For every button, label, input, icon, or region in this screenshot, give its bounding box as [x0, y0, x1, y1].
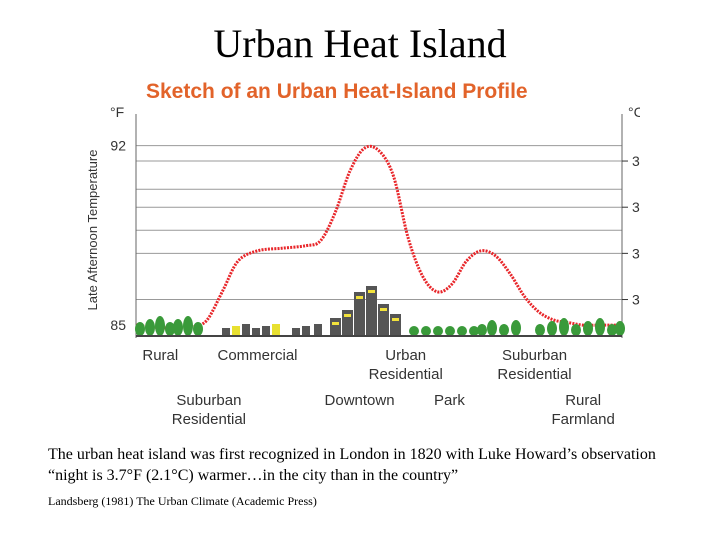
- tree-icon: [607, 324, 617, 336]
- tree-icon: [571, 324, 581, 336]
- building-icon: [330, 318, 341, 336]
- region-label: Urban: [385, 347, 426, 364]
- y-tick-label-right: 33: [632, 153, 640, 169]
- tree-icon: [193, 322, 203, 336]
- tree-icon: [615, 321, 625, 336]
- house-icon: [314, 324, 322, 336]
- temperature-curve: [135, 144, 622, 330]
- house-icon: [222, 328, 230, 336]
- tree-icon: [595, 318, 605, 336]
- building-icon: [390, 314, 401, 336]
- building-window: [356, 296, 363, 299]
- region-label: Residential: [369, 366, 443, 383]
- building-icon: [366, 286, 377, 336]
- region-label: Suburban: [502, 347, 567, 364]
- tree-icon: [477, 324, 487, 336]
- tree-icon: [535, 324, 545, 336]
- y-axis-label: Late Afternoon Temperature: [85, 150, 100, 311]
- tree-icon: [511, 320, 521, 336]
- region-label: Suburban: [176, 392, 241, 409]
- y-unit-right: °C: [628, 104, 640, 120]
- tree-icon: [421, 326, 431, 336]
- building-window: [344, 314, 351, 317]
- building-icon: [354, 292, 365, 336]
- tree-icon: [547, 321, 557, 336]
- y-tick-label-right: 30: [632, 292, 640, 308]
- house-icon: [242, 324, 250, 336]
- tree-icon: [183, 316, 193, 336]
- building-icon: [378, 304, 389, 336]
- tree-icon: [173, 319, 183, 336]
- y-tick-label-right: 32: [632, 199, 640, 215]
- house-icon: [262, 326, 270, 336]
- tree-icon: [433, 326, 443, 336]
- tree-icon: [165, 322, 175, 336]
- y-tick-label-left: 92: [110, 138, 126, 154]
- house-icon: [232, 326, 240, 336]
- source-citation: Landsberg (1981) The Urban Climate (Acad…: [48, 494, 317, 508]
- tree-icon: [469, 326, 479, 336]
- region-label: Farmland: [551, 411, 614, 428]
- region-label: Residential: [172, 411, 246, 428]
- tree-icon: [457, 326, 467, 336]
- y-tick-label-left: 85: [110, 317, 126, 333]
- tree-icon: [409, 326, 419, 336]
- region-label: Residential: [497, 366, 571, 383]
- heat-island-figure: Sketch of an Urban Heat-Island Profile °F…: [85, 80, 640, 428]
- y-unit-left: °F: [110, 104, 124, 120]
- y-tick-label-right: 31: [632, 245, 640, 261]
- chart-title: Sketch of an Urban Heat-Island Profile: [146, 80, 528, 103]
- region-label: Downtown: [325, 392, 395, 409]
- region-label: Park: [434, 392, 465, 409]
- tree-icon: [155, 316, 165, 336]
- house-icon: [292, 328, 300, 336]
- building-window: [392, 318, 399, 321]
- tree-icon: [559, 318, 569, 336]
- building-window: [380, 308, 387, 311]
- tree-icon: [487, 320, 497, 336]
- tree-icon: [145, 319, 155, 336]
- tree-icon: [583, 321, 593, 336]
- house-icon: [252, 328, 260, 336]
- slide-title: Urban Heat Island: [213, 21, 507, 66]
- region-label: Commercial: [217, 347, 297, 364]
- tree-icon: [499, 324, 509, 336]
- house-icon: [302, 326, 310, 336]
- house-icon: [272, 324, 280, 336]
- caption: The urban heat island was first recogniz…: [48, 446, 656, 484]
- region-label: Rural: [565, 392, 601, 409]
- tree-icon: [445, 326, 455, 336]
- building-icon: [342, 310, 353, 336]
- building-window: [368, 290, 375, 293]
- tree-icon: [135, 322, 145, 336]
- building-window: [332, 322, 339, 325]
- region-label: Rural: [142, 347, 178, 364]
